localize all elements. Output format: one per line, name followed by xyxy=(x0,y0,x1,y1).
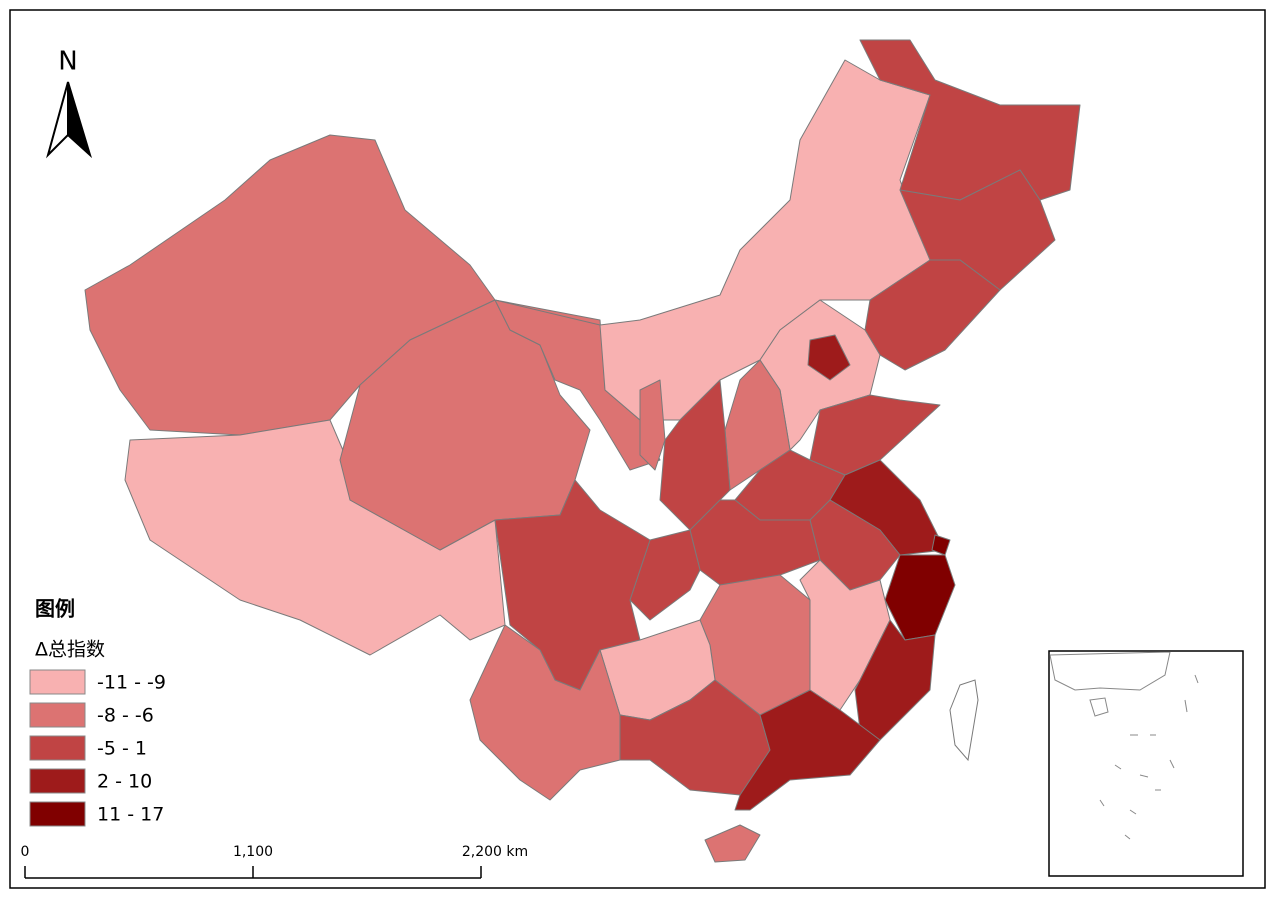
scale-bar xyxy=(24,866,482,879)
legend-swatch xyxy=(29,801,86,827)
legend: -11 - -9 -8 - -6 -5 - 1 2 - 10 11 - 17 xyxy=(29,669,166,827)
legend-swatch xyxy=(29,768,86,794)
north-arrow-right xyxy=(67,81,92,159)
province xyxy=(704,824,761,863)
inset-islands xyxy=(1049,651,1199,840)
province xyxy=(931,534,951,556)
legend-label: 2 - 10 xyxy=(97,771,152,793)
scale-label: 0 xyxy=(21,844,30,860)
legend-title: 图例 xyxy=(35,597,75,621)
legend-swatch xyxy=(29,669,86,695)
scale-label: 1,100 xyxy=(233,844,273,860)
legend-label: -8 - -6 xyxy=(97,705,154,727)
legend-label: -5 - 1 xyxy=(97,738,147,760)
north-arrow-left xyxy=(46,81,69,159)
province xyxy=(854,619,936,741)
provinces xyxy=(84,39,1081,863)
province xyxy=(807,334,851,381)
taiwan xyxy=(949,679,979,762)
province xyxy=(734,689,881,811)
scale-label: 2,200 km xyxy=(462,844,528,860)
legend-swatch xyxy=(29,735,86,761)
inset-frame xyxy=(1048,650,1244,877)
legend-subtitle: Δ总指数 xyxy=(35,639,105,661)
province xyxy=(639,379,666,471)
province xyxy=(124,419,506,656)
frame xyxy=(9,9,1266,889)
province xyxy=(689,499,821,586)
north-label: N xyxy=(58,47,77,77)
legend-swatch xyxy=(29,702,86,728)
legend-label: -11 - -9 xyxy=(97,672,166,694)
legend-label: 11 - 17 xyxy=(97,804,164,826)
